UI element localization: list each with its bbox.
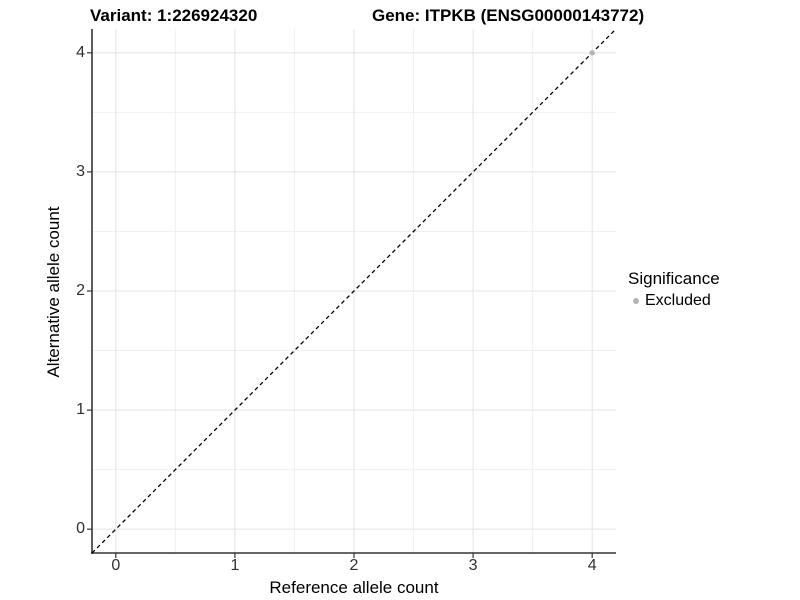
- excluded-point-icon: [633, 298, 639, 304]
- legend-title: Significance: [628, 269, 720, 288]
- y-tick-label: 2: [76, 282, 85, 299]
- y-axis-title: Alternative allele count: [44, 206, 63, 378]
- y-tick-label: 1: [76, 401, 85, 419]
- legend-item-label: Excluded: [645, 292, 711, 309]
- x-tick-label: 2: [349, 557, 359, 574]
- x-tick-label: 3: [468, 557, 478, 574]
- gene-title: Gene: ITPKB (ENSG00000143772): [372, 6, 645, 25]
- variant-title: Variant: 1:226924320: [90, 6, 258, 25]
- x-axis-title: Reference allele count: [269, 578, 439, 597]
- legend: Significance Excluded: [628, 269, 720, 310]
- y-tick-label: 4: [76, 43, 85, 61]
- y-tick-label: 3: [76, 162, 85, 180]
- x-tick-label: 0: [111, 557, 121, 574]
- x-tick-label: 1: [230, 557, 240, 574]
- y-tick-label: 0: [76, 520, 85, 538]
- legend-item-excluded: Excluded: [628, 292, 720, 310]
- data-point-excluded: [589, 50, 595, 56]
- identity-line: [91, 28, 617, 554]
- x-tick-label: 4: [587, 557, 597, 574]
